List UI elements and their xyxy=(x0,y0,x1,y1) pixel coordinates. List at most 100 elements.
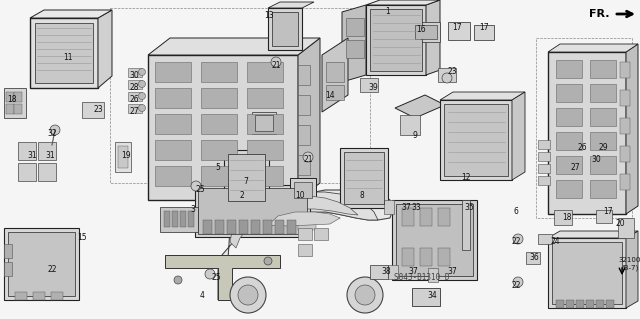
Bar xyxy=(4,244,12,258)
Polygon shape xyxy=(230,224,248,248)
Text: 29: 29 xyxy=(598,144,608,152)
Bar xyxy=(620,118,630,134)
Bar xyxy=(4,88,26,118)
Bar xyxy=(6,92,14,102)
Bar xyxy=(438,208,450,226)
Text: 17: 17 xyxy=(603,207,613,217)
Bar xyxy=(14,92,22,102)
Text: 11: 11 xyxy=(63,53,73,62)
Bar xyxy=(314,228,328,240)
Text: 24: 24 xyxy=(550,238,560,247)
Polygon shape xyxy=(440,92,525,100)
Bar xyxy=(4,262,12,276)
Bar xyxy=(298,222,316,230)
Bar xyxy=(556,300,564,308)
Bar xyxy=(298,244,312,256)
Bar xyxy=(620,174,630,190)
Bar xyxy=(268,8,302,50)
Bar xyxy=(448,22,470,40)
Bar xyxy=(180,211,186,227)
Text: 18: 18 xyxy=(563,213,572,222)
Bar xyxy=(35,23,93,83)
Bar xyxy=(326,85,344,100)
Polygon shape xyxy=(298,38,320,200)
Text: 28: 28 xyxy=(129,84,139,93)
Bar xyxy=(118,146,128,168)
Bar xyxy=(474,25,494,40)
Circle shape xyxy=(230,277,266,313)
Text: 21: 21 xyxy=(271,61,281,70)
Text: 16: 16 xyxy=(416,26,426,34)
Bar xyxy=(290,178,316,202)
Bar xyxy=(548,238,626,308)
Text: 2: 2 xyxy=(239,191,244,201)
Bar xyxy=(340,148,388,208)
Circle shape xyxy=(442,73,452,83)
Text: 5: 5 xyxy=(216,164,220,173)
Bar xyxy=(82,102,104,118)
Bar xyxy=(201,140,237,160)
Bar xyxy=(412,288,440,306)
Bar xyxy=(556,132,582,150)
Bar xyxy=(287,220,296,234)
Bar xyxy=(400,115,420,135)
Text: 10: 10 xyxy=(295,191,305,201)
Bar xyxy=(576,300,584,308)
Bar xyxy=(596,300,604,308)
Text: 37: 37 xyxy=(401,204,411,212)
Text: 27: 27 xyxy=(129,108,139,116)
Bar xyxy=(402,248,414,266)
Bar xyxy=(392,200,477,280)
Bar xyxy=(388,265,398,279)
Bar xyxy=(128,80,142,89)
Circle shape xyxy=(205,269,215,279)
Polygon shape xyxy=(626,231,638,308)
Bar xyxy=(590,60,616,78)
Text: 13: 13 xyxy=(264,11,274,19)
Bar xyxy=(618,218,634,238)
Bar xyxy=(201,166,237,186)
Bar xyxy=(384,200,394,214)
Text: 20: 20 xyxy=(615,219,625,228)
Bar xyxy=(155,88,191,108)
Bar xyxy=(195,185,310,237)
Bar xyxy=(298,155,310,175)
Bar xyxy=(538,176,550,185)
Text: 9: 9 xyxy=(413,130,417,139)
Bar xyxy=(620,62,630,78)
Bar xyxy=(590,156,616,174)
Polygon shape xyxy=(548,231,638,238)
Bar xyxy=(247,166,283,186)
Text: 22: 22 xyxy=(47,265,57,275)
Circle shape xyxy=(347,277,383,313)
Text: 31: 31 xyxy=(27,151,37,160)
Bar xyxy=(444,104,508,176)
Bar xyxy=(402,208,414,226)
Text: 31: 31 xyxy=(45,151,55,160)
Bar xyxy=(370,9,422,71)
Bar xyxy=(590,84,616,102)
Circle shape xyxy=(238,285,258,305)
Polygon shape xyxy=(322,38,348,112)
Polygon shape xyxy=(426,0,440,75)
Circle shape xyxy=(191,181,201,191)
Bar xyxy=(428,268,438,282)
Text: 39: 39 xyxy=(368,84,378,93)
Bar xyxy=(4,228,79,300)
Circle shape xyxy=(138,93,145,100)
Bar xyxy=(247,88,283,108)
Text: 17: 17 xyxy=(452,24,462,33)
Text: 30: 30 xyxy=(591,155,601,165)
Text: 37: 37 xyxy=(408,268,418,277)
Text: 23: 23 xyxy=(93,106,103,115)
Bar xyxy=(412,22,440,42)
Bar xyxy=(556,84,582,102)
Text: 26: 26 xyxy=(129,95,139,105)
Polygon shape xyxy=(268,2,314,8)
Polygon shape xyxy=(366,0,440,5)
Text: 21: 21 xyxy=(303,155,313,165)
Bar xyxy=(552,242,622,304)
Circle shape xyxy=(355,285,375,305)
Bar xyxy=(148,55,298,200)
Bar xyxy=(538,234,552,244)
